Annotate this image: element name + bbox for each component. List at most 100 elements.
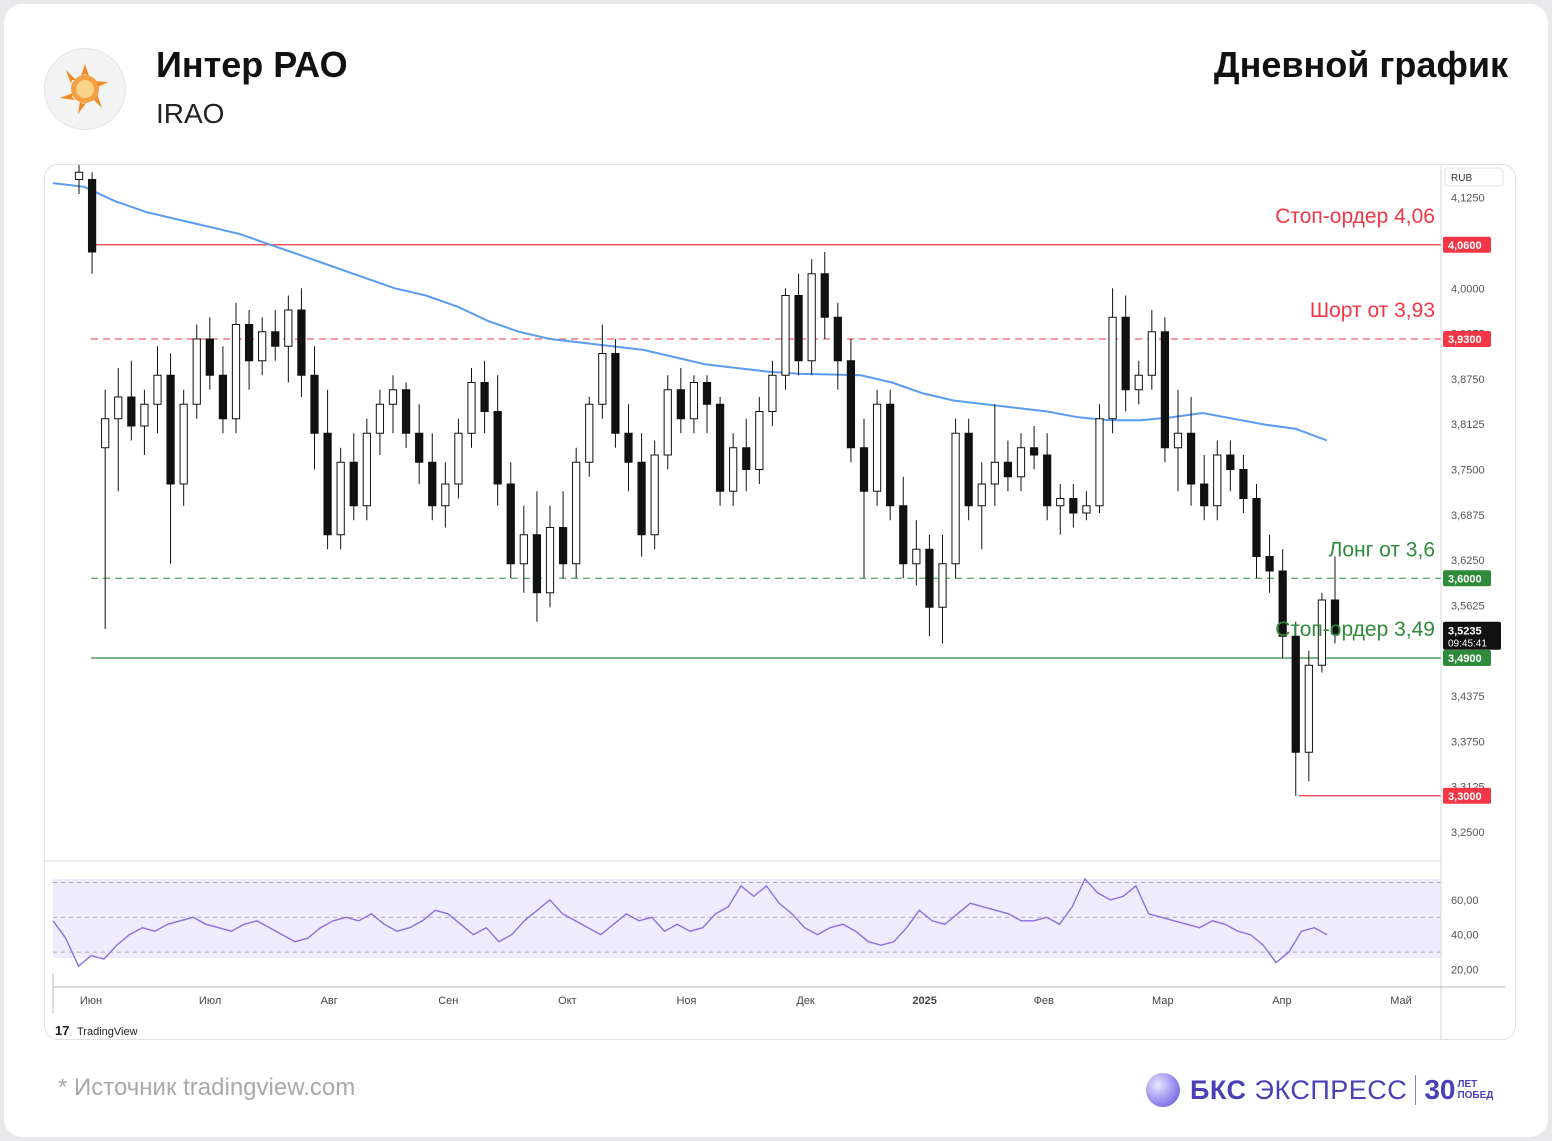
y-tick-label: 3,8750: [1451, 374, 1485, 386]
level-tag: [1443, 650, 1491, 666]
candle-body: [1291, 635, 1300, 753]
candle-body: [650, 454, 659, 536]
x-tick-label: Июн: [80, 995, 102, 1007]
candle-body: [1213, 454, 1222, 507]
candle-body: [977, 483, 986, 507]
candle-body: [1186, 432, 1196, 485]
rsi-tick-label: 20,00: [1451, 965, 1479, 977]
candle-body: [271, 331, 280, 347]
candle-body: [192, 338, 201, 405]
x-tick-label: Дек: [796, 995, 815, 1007]
candle-body: [1003, 461, 1013, 478]
candle-body: [1147, 331, 1156, 376]
level-annotation: Стоп-ордер 3,49: [1275, 618, 1435, 641]
x-tick-label: Окт: [558, 995, 577, 1007]
candle-body: [179, 403, 188, 485]
candle-body: [637, 461, 646, 536]
candle-body: [1160, 331, 1170, 449]
rsi-tick-label: 60,00: [1451, 895, 1479, 907]
y-tick-label: 3,5625: [1451, 600, 1485, 612]
y-tick-label: 4,1250: [1451, 193, 1485, 205]
ticker-symbol: IRAO: [156, 98, 225, 129]
moving-average-line: [52, 182, 1328, 442]
last-price-label: 3,5235: [1448, 626, 1482, 638]
candle-body: [467, 382, 476, 434]
candle-body: [401, 389, 411, 434]
candle-body: [1108, 316, 1117, 420]
candle-body: [87, 179, 97, 253]
candle-body: [454, 432, 463, 485]
candle-body: [833, 316, 842, 362]
brand-name-rest: ЭКСПРЕСС: [1254, 1074, 1408, 1105]
candle-body: [912, 548, 921, 565]
candle-body: [336, 461, 345, 536]
currency-label: RUB: [1451, 173, 1472, 184]
candle-body: [1095, 418, 1104, 507]
candle-body: [493, 411, 502, 485]
y-tick-label: 4,0000: [1451, 283, 1485, 295]
candle-body: [231, 324, 241, 420]
candle-body: [506, 483, 515, 565]
chart-panel: 4,12504,00003,93753,87503,81253,75003,68…: [44, 164, 1516, 1040]
x-tick-label: Апр: [1272, 995, 1291, 1007]
y-tick-label: 3,8125: [1451, 419, 1485, 431]
candle-body: [1252, 498, 1261, 557]
candle-body: [1134, 374, 1143, 391]
last-price-timer: 09:45:41: [1448, 639, 1487, 650]
y-tick-label: 3,7500: [1451, 465, 1485, 477]
candle-body: [990, 461, 999, 485]
level-tag-label: 3,3000: [1448, 791, 1482, 803]
candle-body: [362, 432, 371, 507]
tradingview-label: TradingView: [77, 1026, 138, 1038]
brand-small-line2: ПОБЕД: [1457, 1090, 1494, 1101]
candle-body: [1317, 599, 1327, 666]
candle-body: [1056, 498, 1065, 507]
candle-body: [375, 403, 385, 434]
candle-body: [258, 331, 267, 362]
level-tag-label: 3,9300: [1448, 334, 1482, 346]
candle-body: [218, 374, 228, 420]
candle-body: [1239, 469, 1248, 499]
x-tick-label: Мар: [1152, 995, 1174, 1007]
candle-body: [859, 447, 869, 492]
company-title: Интер РАО: [156, 44, 348, 85]
candle-body: [872, 403, 882, 492]
rsi-band: [53, 879, 1441, 958]
chart-svg: 4,12504,00003,93753,87503,81253,75003,68…: [45, 165, 1505, 1039]
y-tick-label: 3,3750: [1451, 736, 1485, 748]
candle-body: [899, 505, 908, 565]
brand-small-line1: ЛЕТ: [1457, 1079, 1478, 1090]
candle-body: [310, 374, 319, 434]
candle-body: [886, 403, 895, 507]
candle-body: [1082, 505, 1091, 514]
candle-body: [702, 382, 712, 405]
candle-body: [676, 389, 685, 420]
x-tick-label: Сен: [438, 995, 458, 1007]
candle-body: [1226, 454, 1235, 470]
tradingview-watermark: 17 TradingView: [55, 1023, 138, 1038]
candle-body: [755, 411, 764, 470]
candle-body: [585, 403, 594, 463]
candle-body: [1043, 454, 1052, 507]
candle-body: [807, 273, 816, 362]
x-tick-label: Фев: [1034, 995, 1054, 1007]
rsi-tick-label: 40,00: [1451, 930, 1479, 942]
candle-body: [729, 447, 738, 492]
candle-body: [101, 418, 110, 449]
y-tick-label: 3,6250: [1451, 555, 1485, 567]
candle-body: [415, 432, 424, 463]
candle-body: [663, 389, 672, 456]
y-tick-label: 3,4375: [1451, 691, 1485, 703]
candle-body: [349, 461, 358, 507]
rsi-line: [52, 877, 1328, 968]
candle-body: [1069, 498, 1078, 514]
brand-small-text: ЛЕТ ПОБЕД: [1457, 1079, 1493, 1101]
candle-body: [140, 403, 149, 427]
candle-body: [624, 432, 633, 463]
x-tick-label: Авг: [321, 995, 338, 1007]
candle-body: [127, 396, 136, 427]
x-tick-label: 2025: [912, 995, 936, 1007]
candle-body: [820, 273, 829, 318]
candle-body: [480, 382, 489, 412]
level-tag: [1443, 236, 1491, 253]
